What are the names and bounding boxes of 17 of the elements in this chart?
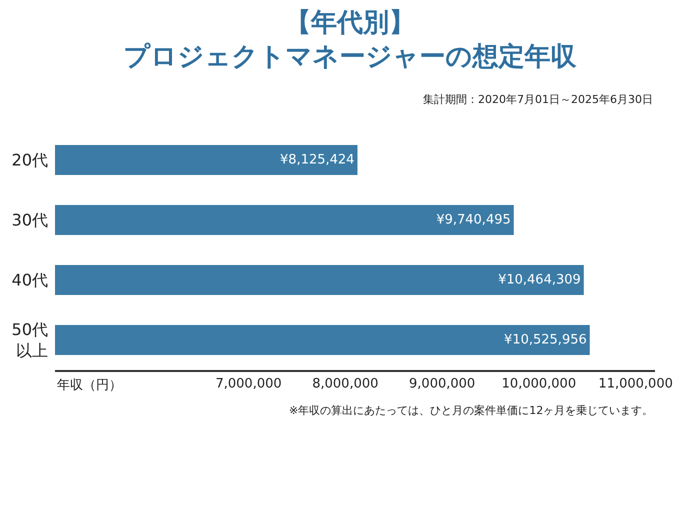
- x-tick-label: 8,000,000: [312, 376, 378, 392]
- text: ※年収の算出にあたっては、ひと月の案件単価に12ヶ月を乗じています。: [289, 404, 654, 417]
- data-label: ¥10,525,956: [504, 332, 587, 348]
- x-tick-label: 7,000,000: [215, 376, 282, 392]
- data-label: ¥8,125,424: [280, 152, 354, 168]
- y-tick-label: 50代以上: [12, 320, 48, 360]
- x-tick-label: 9,000,000: [409, 376, 476, 392]
- data-label: ¥10,464,309: [498, 272, 581, 288]
- x-axis-title: 年収（円）: [57, 378, 122, 393]
- y-tick-label: 20代: [12, 150, 48, 170]
- y-tick-label: 40代: [12, 270, 48, 290]
- data-label: ¥9,740,495: [436, 212, 511, 228]
- chart-title: 【年代別】プロジェクトマネージャーの想定年収: [124, 8, 578, 72]
- y-tick-label: 30代: [12, 210, 48, 230]
- chart-subtitle: 集計期間：2020年7月01日～2025年6月30日: [423, 93, 653, 106]
- x-tick-label: 11,000,000: [598, 376, 673, 392]
- x-tick-label: 10,000,000: [502, 376, 576, 392]
